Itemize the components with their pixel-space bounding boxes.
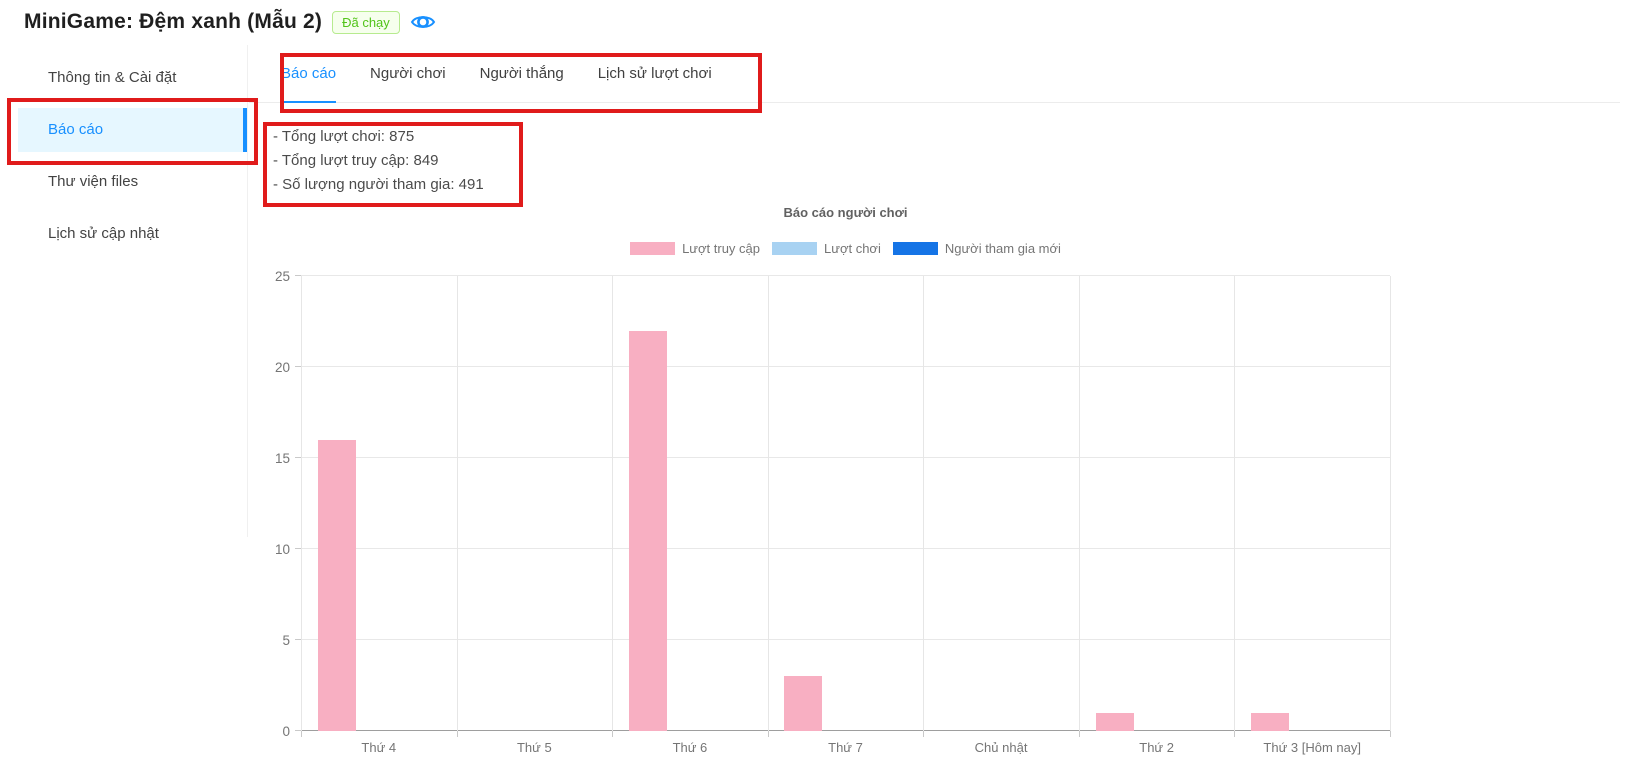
chart-bar[interactable] bbox=[1251, 712, 1290, 731]
stat-total-plays: - Tổng lượt chơi: 875 bbox=[273, 128, 415, 145]
chart-plot: 0 5 10 15 20 25 Thứ 4 Thứ 5 Thứ 6 Thứ 7 Chủ nhật Th… bbox=[275, 269, 1391, 755]
legend-item: Lượt chơi bbox=[772, 241, 881, 256]
chart-bar[interactable] bbox=[1095, 712, 1134, 731]
gridline-vertical bbox=[1390, 276, 1391, 731]
x-axis-line bbox=[301, 730, 1390, 731]
y-axis-label: 15 bbox=[274, 451, 290, 466]
tab-lich-su-luot-choi[interactable]: Lịch sử lượt chơi bbox=[597, 65, 712, 82]
gridline-horizontal bbox=[301, 275, 1390, 276]
x-axis-label: Thứ 4 bbox=[361, 740, 397, 755]
x-axis-tick bbox=[301, 731, 302, 737]
gridline-vertical bbox=[1234, 276, 1236, 731]
gridline-vertical bbox=[767, 276, 769, 731]
y-axis-tick bbox=[295, 457, 301, 458]
chart-category-cell: Thứ 6 bbox=[612, 276, 768, 755]
chart-bar[interactable] bbox=[628, 330, 667, 731]
chart-legend: Lượt truy cập Lượt chơi Người tham gia mới bbox=[301, 241, 1390, 256]
legend-label: Lượt chơi bbox=[824, 241, 881, 256]
legend-item: Người tham gia mới bbox=[892, 241, 1061, 256]
gridline-vertical bbox=[1078, 276, 1080, 731]
x-axis-label: Thứ 6 bbox=[672, 740, 708, 755]
legend-swatch bbox=[892, 242, 938, 255]
sidebar-item-thong-tin-cai-dat[interactable]: Thông tin & Cài đặt bbox=[48, 69, 177, 86]
page-header: MiniGame: Đệm xanh (Mẫu 2) Đã chạy bbox=[24, 10, 436, 34]
chart-title: Báo cáo người chơi bbox=[783, 205, 908, 220]
y-axis-tick bbox=[295, 366, 301, 367]
y-axis-tick bbox=[295, 730, 301, 731]
x-axis-label: Chủ nhật bbox=[974, 740, 1028, 755]
sidebar: Thông tin & Cài đặt Báo cáo Thư viện fil… bbox=[0, 45, 248, 537]
legend-label: Người tham gia mới bbox=[944, 241, 1061, 256]
x-axis-label: Thứ 5 bbox=[516, 740, 552, 755]
legend-swatch bbox=[630, 242, 676, 255]
chart-category-cell: Thứ 5 bbox=[457, 276, 613, 755]
chart-bar[interactable] bbox=[784, 676, 823, 731]
gridline-horizontal bbox=[301, 366, 1390, 367]
chart-category-cell: Thứ 3 [Hôm nay] bbox=[1234, 276, 1390, 755]
page-title: MiniGame: Đệm xanh (Mẫu 2) bbox=[24, 10, 323, 33]
y-axis-tick bbox=[295, 275, 301, 276]
stat-total-participants: - Số lượng người tham gia: 491 bbox=[273, 176, 484, 193]
x-axis-label: Thứ 3 [Hôm nay] bbox=[1263, 740, 1361, 755]
x-axis-tick bbox=[1390, 731, 1391, 737]
gridline-horizontal bbox=[301, 457, 1390, 458]
chart-category-cell: Chủ nhật bbox=[923, 276, 1079, 755]
x-axis-tick bbox=[456, 731, 458, 737]
legend-item: Lượt truy cập bbox=[630, 241, 760, 256]
x-axis-label: Thứ 2 bbox=[1139, 740, 1174, 755]
gridline-vertical bbox=[301, 276, 302, 731]
tab-nguoi-choi[interactable]: Người chơi bbox=[370, 65, 446, 82]
y-axis-tick bbox=[295, 639, 301, 640]
y-axis-tick bbox=[295, 548, 301, 549]
status-badge: Đã chạy bbox=[332, 10, 400, 34]
y-axis-label: 10 bbox=[274, 542, 290, 557]
y-axis-label: 5 bbox=[282, 633, 290, 648]
sidebar-item-thu-vien-files[interactable]: Thư viện files bbox=[48, 173, 139, 190]
summary-stats: - Tổng lượt chơi: 875 - Tổng lượt truy c… bbox=[273, 125, 484, 197]
sidebar-item-lich-su-cap-nhat[interactable]: Lịch sử cập nhật bbox=[48, 225, 159, 242]
main-content: Báo cáo Người chơi Người thắng Lịch sử l… bbox=[249, 45, 1630, 774]
chart-bar[interactable] bbox=[317, 439, 356, 731]
y-axis-label: 25 bbox=[274, 269, 290, 284]
stat-total-visits: - Tổng lượt truy cập: 849 bbox=[273, 152, 439, 169]
gridline-vertical bbox=[456, 276, 458, 731]
chart-category-cell: Thứ 2 bbox=[1079, 276, 1235, 755]
legend-label: Lượt truy cập bbox=[682, 241, 761, 256]
tab-bao-cao[interactable]: Báo cáo bbox=[281, 45, 337, 103]
chart-category-cell: Thứ 7 bbox=[768, 276, 924, 755]
tab-bar: Báo cáo Người chơi Người thắng Lịch sử l… bbox=[249, 45, 1620, 103]
x-axis-tick bbox=[923, 731, 925, 737]
x-axis-tick bbox=[1234, 731, 1236, 737]
gridline-horizontal bbox=[301, 639, 1390, 640]
gridline-vertical bbox=[612, 276, 614, 731]
x-axis-tick bbox=[1078, 731, 1080, 737]
gridline-vertical bbox=[923, 276, 925, 731]
legend-swatch bbox=[772, 242, 818, 255]
x-axis-label: Thứ 7 bbox=[828, 740, 863, 755]
y-axis-label: 20 bbox=[274, 360, 290, 375]
y-axis-label: 0 bbox=[282, 724, 290, 739]
chart-category-cell: Thứ 4 bbox=[301, 276, 457, 755]
eye-icon[interactable] bbox=[410, 10, 436, 34]
tab-nguoi-thang[interactable]: Người thắng bbox=[479, 65, 564, 82]
x-axis-tick bbox=[767, 731, 769, 737]
x-axis-tick bbox=[612, 731, 614, 737]
sidebar-item-bao-cao[interactable]: Báo cáo bbox=[18, 108, 247, 152]
gridline-horizontal bbox=[301, 548, 1390, 549]
